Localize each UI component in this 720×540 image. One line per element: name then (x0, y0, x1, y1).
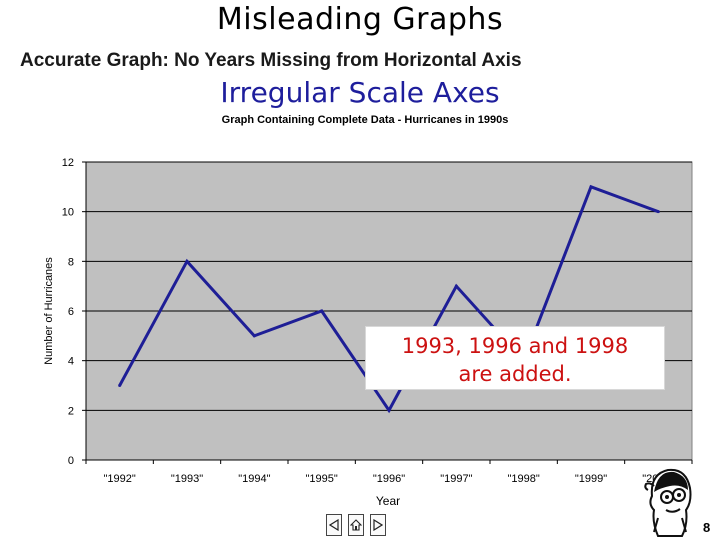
triangle-left-icon (329, 519, 339, 531)
data-point (118, 384, 122, 387)
data-point (589, 185, 593, 189)
y-axis-label: Number of Hurricanes (43, 257, 55, 365)
callout-line-1: 1993, 1996 and 1998 (401, 334, 629, 358)
prev-slide-button[interactable] (326, 514, 342, 536)
slide-title: Misleading Graphs (216, 2, 504, 37)
data-point (185, 259, 189, 263)
home-button[interactable] (348, 514, 364, 536)
chart-title: Graph Containing Complete Data - Hurrica… (221, 114, 509, 126)
mascot-character-icon (644, 468, 692, 537)
data-point (454, 284, 458, 288)
x-tick-label: "1996" (373, 473, 405, 485)
banner-heading: Accurate Graph: No Years Missing from Ho… (20, 50, 522, 71)
x-tick-label: "1994" (238, 473, 270, 485)
y-tick-label: 2 (68, 405, 74, 417)
y-tick-label: 6 (68, 306, 74, 318)
triangle-right-icon (373, 519, 383, 531)
x-tick-label: "1999" (575, 473, 607, 485)
data-point (387, 408, 391, 412)
x-tick-label: "1997" (440, 473, 472, 485)
y-tick-label: 4 (68, 356, 74, 368)
home-icon (350, 519, 362, 531)
slide-subtitle: Irregular Scale Axes (220, 76, 500, 109)
callout-line-2: are added. (458, 362, 572, 386)
data-point (656, 210, 660, 214)
x-axis-label: Year (376, 494, 400, 508)
y-tick-label: 8 (68, 256, 74, 268)
y-tick-label: 0 (68, 455, 74, 467)
x-tick-label: "1995" (306, 473, 338, 485)
page-number: 8 (703, 520, 711, 535)
x-tick-label: "1992" (104, 473, 136, 485)
next-slide-button[interactable] (370, 514, 386, 536)
x-tick-label: "1993" (171, 473, 203, 485)
data-point (252, 334, 256, 338)
y-tick-label: 10 (62, 207, 74, 219)
y-tick-label: 12 (62, 157, 74, 169)
data-point (320, 309, 324, 313)
x-tick-label: "1998" (508, 473, 540, 485)
callout-box: 1993, 1996 and 1998 are added. (365, 326, 665, 390)
